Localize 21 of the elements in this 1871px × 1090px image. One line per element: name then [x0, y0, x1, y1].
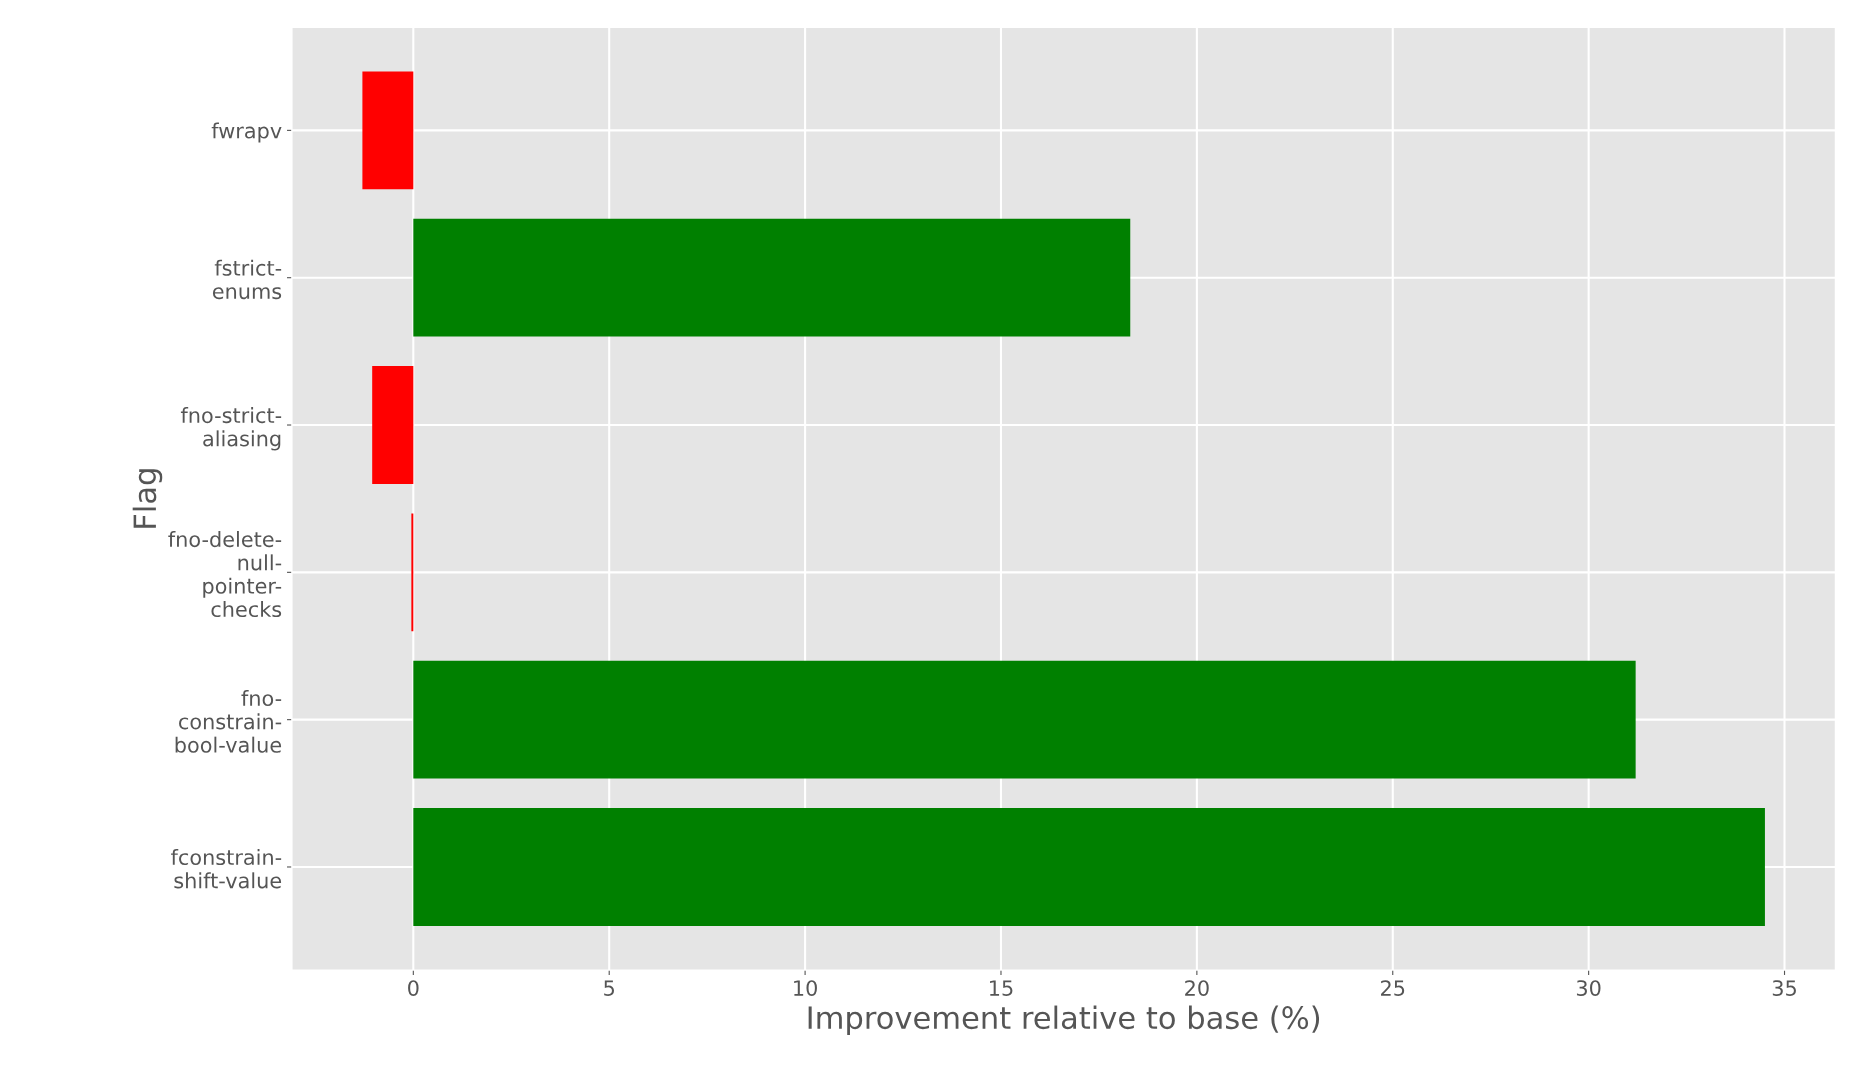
y-tick-label: fno-delete- null- pointer- checks: [168, 531, 282, 618]
x-tick-label: 10: [794, 980, 817, 996]
y-tick-label: fstrict- enums: [212, 259, 282, 300]
x-tick-label: 20: [1185, 980, 1209, 996]
bar: [372, 366, 414, 484]
y-axis-title: Flag: [132, 469, 163, 528]
x-axis-title: Improvement relative to base (%): [808, 1005, 1320, 1036]
bar: [413, 808, 1765, 926]
x-tick-label: 5: [604, 980, 615, 996]
y-tick-label: fwrapv: [211, 122, 282, 143]
bar: [413, 660, 1636, 779]
x-tick-label: 0: [408, 980, 419, 996]
x-tick-label: 35: [1772, 980, 1796, 996]
x-tick-label: 15: [990, 980, 1013, 996]
y-tick-label: fconstrain- shift-value: [171, 848, 282, 889]
y-tick-label: fno-strict- aliasing: [180, 407, 282, 451]
y-tick-label: fno- constrain- bool-value: [175, 689, 282, 753]
bar: [413, 218, 1131, 337]
x-tick-label: 30: [1576, 980, 1601, 996]
bar: [362, 71, 414, 190]
x-tick-label: 25: [1381, 980, 1405, 996]
